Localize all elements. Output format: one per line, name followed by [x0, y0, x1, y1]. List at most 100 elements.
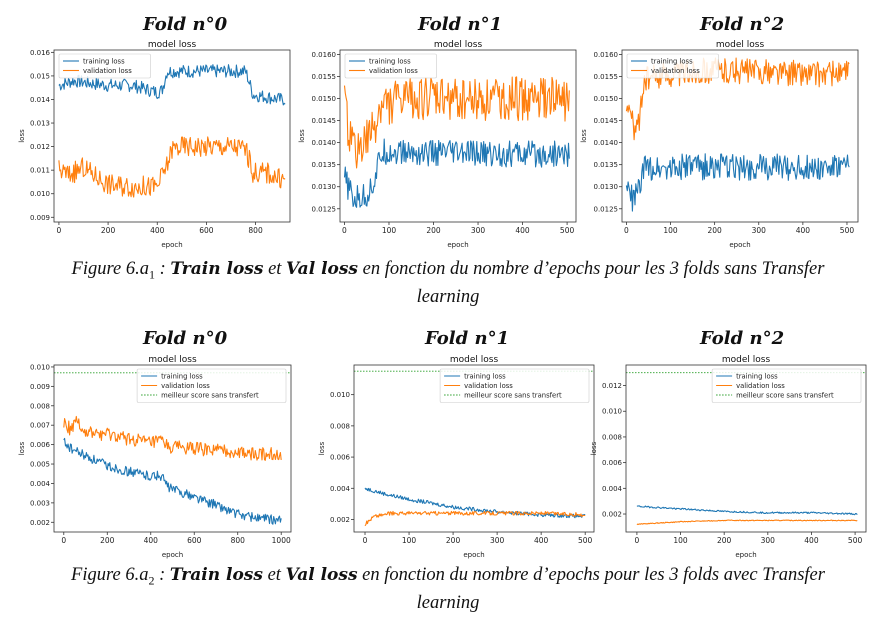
fold-title: Fold n°1 — [418, 14, 503, 35]
caption-subscript: 1 — [148, 267, 155, 282]
y-tick-label: 0.004 — [330, 485, 351, 493]
y-tick-label: 0.0130 — [594, 183, 619, 191]
figure-caption: Figure 6.a1 : Train loss et Val loss en … — [0, 258, 896, 308]
fold-title: Fold n°0 — [143, 14, 228, 35]
x-tick-label: 400 — [534, 536, 549, 545]
fold-title: Fold n°2 — [700, 328, 785, 349]
y-tick-label: 0.0150 — [594, 95, 619, 103]
x-tick-label: 200 — [100, 536, 115, 545]
plot-frame — [625, 364, 867, 533]
y-tick-label: 0.002 — [602, 511, 622, 519]
caption-text-line2: learning — [416, 286, 480, 307]
x-axis-label: epoch — [447, 241, 468, 249]
caption-val-loss: Val loss — [286, 259, 359, 279]
caption-train-loss: Train loss — [169, 565, 263, 585]
y-axis-label: loss — [590, 441, 598, 455]
plot-frame — [621, 49, 859, 223]
chart-title: model loss — [148, 40, 197, 50]
plot-frame — [53, 364, 292, 533]
x-tick-label: 400 — [144, 536, 159, 545]
chart-fold2-transfer: model loss 0 100 200 300 400 500 0.002 0.004 0.00… — [590, 352, 868, 560]
caption-subscript: 2 — [148, 573, 155, 588]
x-tick-label: 0 — [57, 226, 62, 235]
y-tick-label: 0.010 — [330, 391, 350, 399]
x-axis-label: epoch — [463, 551, 484, 559]
series-line-training — [625, 153, 850, 212]
legend-label: validation loss — [736, 382, 785, 390]
series-line-validation — [58, 136, 286, 198]
figure-caption: Figure 6.a2 : Train loss et Val loss en … — [0, 564, 896, 614]
x-tick-label: 300 — [471, 226, 486, 235]
y-tick-label: 0.0125 — [594, 205, 619, 213]
y-axis-label: loss — [18, 129, 26, 143]
caption-text-line2: learning — [416, 592, 480, 613]
y-tick-label: 0.0145 — [594, 117, 619, 125]
chart-svg: model loss 0 100 200 300 400 500 0.002 0.004 0.00… — [590, 355, 867, 559]
chart-svg: model loss 0 100 200 300 400 500 0.002 0.004 0.00… — [318, 355, 595, 559]
x-tick-label: 300 — [490, 536, 505, 545]
chart-fold1-no-transfer: model loss 0 100 200 300 400 500 0.0125 0.0130 0.… — [298, 38, 578, 250]
caption-text: en fonction du nombre d’epochs pour les … — [358, 259, 825, 279]
x-tick-label: 600 — [187, 536, 202, 545]
x-tick-label: 200 — [101, 226, 116, 235]
y-tick-label: 0.0135 — [594, 161, 619, 169]
plot-frame — [53, 49, 291, 223]
fold-title: Fold n°1 — [425, 328, 510, 349]
x-tick-label: 500 — [578, 536, 593, 545]
legend-label: validation loss — [83, 67, 132, 75]
y-tick-label: 0.012 — [602, 382, 622, 390]
caption-val-loss: Val loss — [285, 565, 358, 585]
legend-label: validation loss — [464, 382, 513, 390]
x-tick-label: 200 — [446, 536, 461, 545]
series-line-training — [343, 138, 570, 208]
chart-svg: model loss 0 200 400 600 800 1000 0.002 0.003 0.0… — [18, 355, 292, 559]
caption-separator: : — [154, 259, 171, 279]
series-line-training — [636, 505, 858, 516]
y-tick-label: 0.0140 — [312, 139, 337, 147]
y-tick-label: 0.009 — [30, 383, 50, 391]
y-tick-label: 0.010 — [30, 190, 50, 198]
legend-label: training loss — [736, 373, 778, 381]
y-tick-label: 0.004 — [602, 485, 623, 493]
x-axis-label: epoch — [161, 241, 182, 249]
x-tick-label: 1000 — [272, 536, 291, 545]
x-tick-label: 0 — [342, 226, 347, 235]
x-tick-label: 100 — [663, 226, 678, 235]
fold-title: Fold n°0 — [143, 328, 228, 349]
y-tick-label: 0.002 — [330, 516, 350, 524]
legend-label: training loss — [369, 58, 411, 66]
y-tick-label: 0.002 — [30, 519, 50, 527]
plot-frame — [339, 49, 577, 223]
chart-title: model loss — [148, 355, 197, 365]
legend-label: validation loss — [651, 67, 700, 75]
x-tick-label: 100 — [382, 226, 397, 235]
x-tick-label: 200 — [717, 536, 732, 545]
legend-label: meilleur score sans transfert — [161, 392, 259, 400]
legend-label: validation loss — [369, 67, 418, 75]
series-line-validation — [364, 510, 586, 527]
caption-connector: et — [262, 565, 286, 585]
caption-train-loss: Train loss — [170, 259, 264, 279]
chart-title: model loss — [716, 40, 765, 50]
series-line-validation — [343, 76, 570, 169]
y-tick-label: 0.0150 — [312, 95, 337, 103]
y-tick-label: 0.012 — [30, 143, 50, 151]
y-tick-label: 0.0160 — [312, 51, 337, 59]
legend-label: meilleur score sans transfert — [464, 392, 562, 400]
series-line-validation — [63, 415, 282, 461]
x-tick-label: 0 — [624, 226, 629, 235]
x-tick-label: 100 — [673, 536, 688, 545]
y-tick-label: 0.010 — [602, 408, 622, 416]
x-tick-label: 400 — [515, 226, 530, 235]
x-tick-label: 400 — [796, 226, 811, 235]
chart-svg: model loss 0 200 400 600 800 0.009 0.010 0.011 0.… — [18, 40, 291, 249]
legend-label: training loss — [83, 58, 125, 66]
y-tick-label: 0.010 — [30, 363, 50, 371]
y-tick-label: 0.005 — [30, 461, 50, 469]
chart-svg: model loss 0 100 200 300 400 500 0.0125 0.0130 0.… — [298, 40, 577, 249]
x-axis-label: epoch — [735, 551, 756, 559]
plot-frame — [353, 364, 595, 533]
